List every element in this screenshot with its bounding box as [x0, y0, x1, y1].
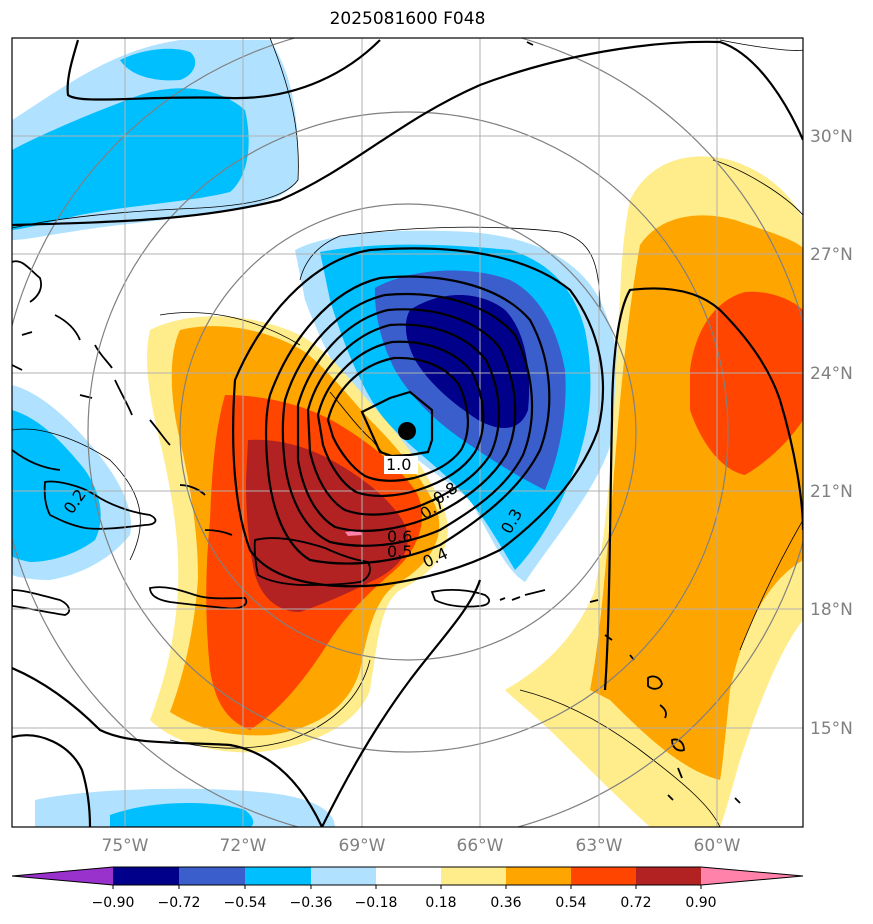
colorbar-segment: [441, 867, 506, 885]
storm-center-marker: [398, 422, 416, 440]
positive-anomaly-fields: [147, 156, 803, 827]
colorbar-segment: [376, 867, 441, 885]
colorbar-tick-label: 0.72: [620, 895, 651, 911]
lat-label-18n: 18°N: [810, 600, 853, 620]
lon-label-66w: 66°W: [457, 836, 504, 856]
colorbar-segment: [636, 867, 701, 885]
longitude-labels: 75°W 72°W 69°W 66°W 63°W 60°W: [102, 836, 741, 856]
thin-contours: [12, 38, 803, 827]
latitude-labels: 30°N 27°N 24°N 21°N 18°N 15°N: [810, 127, 853, 739]
colorbar-segment: [311, 867, 376, 885]
lat-label-15n: 15°N: [810, 719, 853, 739]
contour-label-0.6: 0.6: [387, 527, 412, 546]
lat-label-21n: 21°N: [810, 482, 853, 502]
colorbar-tick-label: −0.90: [92, 895, 135, 911]
colorbar-tick-label: 0.90: [685, 895, 716, 911]
lon-label-72w: 72°W: [220, 836, 267, 856]
lon-label-69w: 69°W: [339, 836, 386, 856]
colorbar-tick-label: −0.72: [158, 895, 201, 911]
contour-label-1.0: 1.0: [386, 455, 411, 474]
colorbar-tick-label: −0.36: [290, 895, 333, 911]
range-rings: [12, 38, 803, 827]
lat-label-24n: 24°N: [810, 364, 853, 384]
lon-label-63w: 63°W: [576, 836, 623, 856]
map-title: 2025081600 F048: [329, 9, 486, 29]
colorbar-tick-label: 0.54: [555, 895, 586, 911]
map-frame: [11, 37, 804, 828]
colorbar-tick-label: 0.18: [425, 895, 456, 911]
lon-label-75w: 75°W: [102, 836, 149, 856]
colorbar-extension-low: [12, 867, 113, 885]
map-plot-area: 1.0 0.8 0.7 0.6 0.5 0.4 0.3 0.2: [12, 38, 803, 827]
lat-label-27n: 27°N: [810, 245, 853, 265]
colorbar: −0.90 −0.72 −0.54 −0.36 −0.18 0.18 0.36 …: [11, 866, 804, 911]
colorbar-tick-label: −0.18: [355, 895, 398, 911]
lon-label-60w: 60°W: [694, 836, 741, 856]
gridlines: [12, 38, 803, 827]
colorbar-segment: [506, 867, 571, 885]
contour-label-0.5: 0.5: [387, 542, 412, 561]
bold-contours: [12, 39, 803, 827]
colorbar-segment: [571, 867, 636, 885]
colorbar-tick-label: −0.54: [224, 895, 267, 911]
lat-label-30n: 30°N: [810, 127, 853, 147]
colorbar-segment: [113, 867, 179, 885]
colorbar-segment: [179, 867, 245, 885]
colorbar-extension-high: [701, 867, 803, 885]
colorbar-tick-label: 0.36: [490, 895, 521, 911]
colorbar-segment: [245, 867, 311, 885]
